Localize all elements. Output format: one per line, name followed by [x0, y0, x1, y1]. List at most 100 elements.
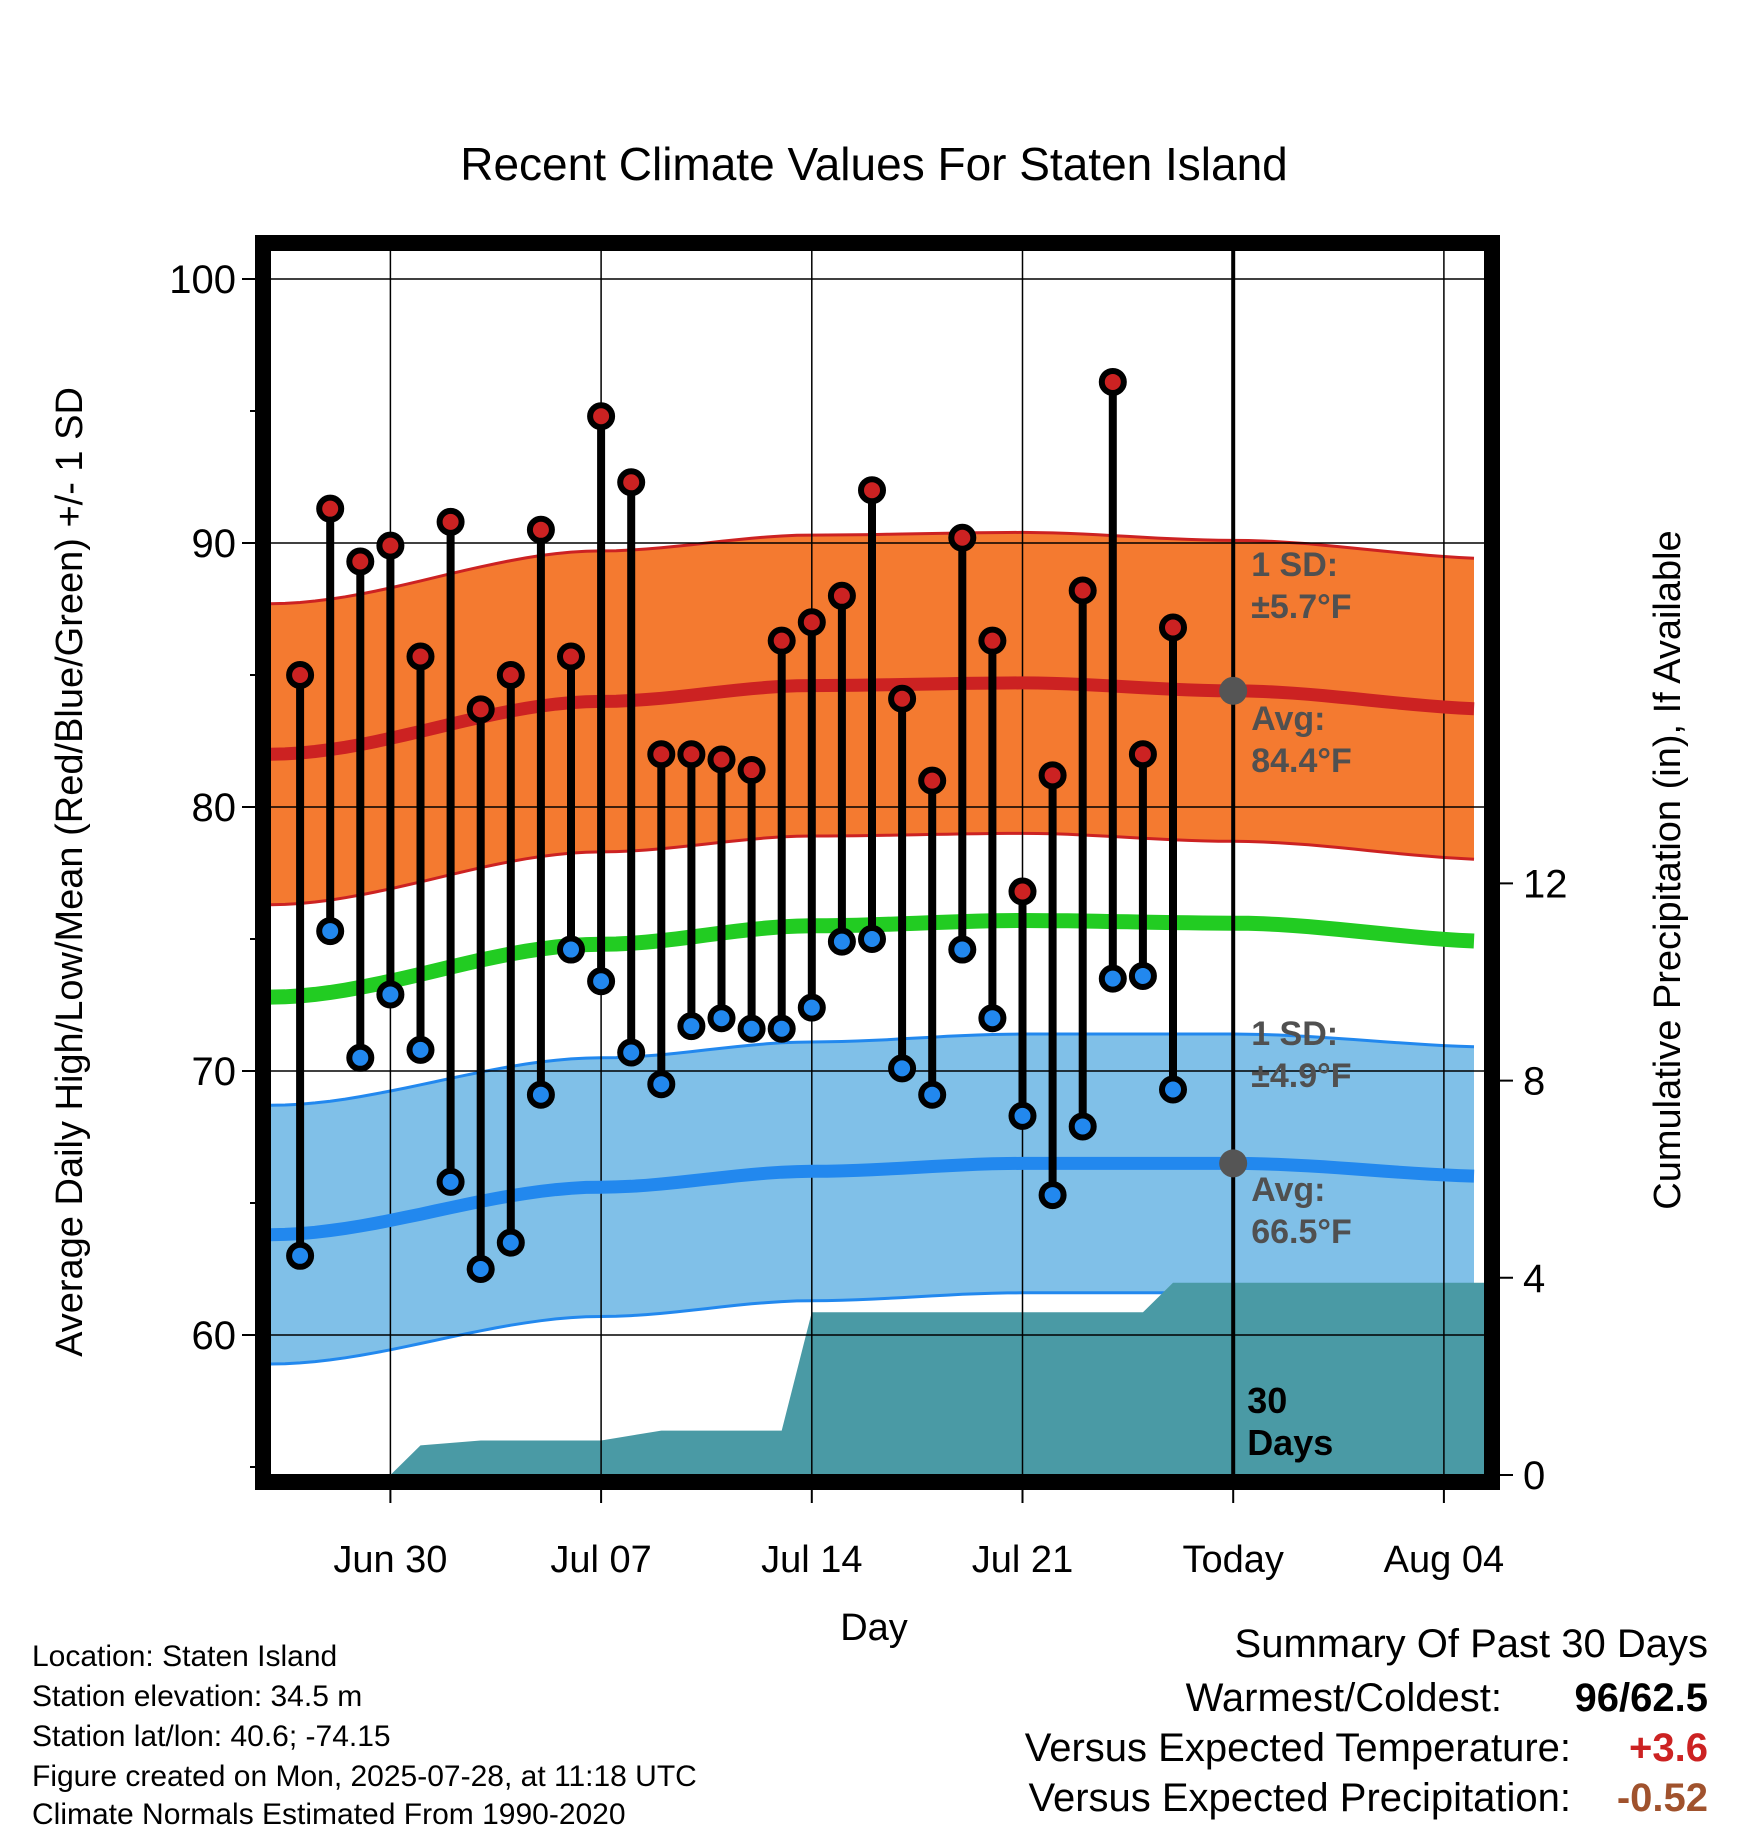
- info-elevation: Station elevation: 34.5 m: [32, 1680, 363, 1713]
- high-point: [557, 642, 585, 671]
- high-point: [406, 642, 435, 671]
- high-point: [1038, 761, 1067, 790]
- summary-temp-label: Versus Expected Temperature:: [1024, 1726, 1571, 1770]
- low-point: [316, 917, 345, 946]
- plot-border: [255, 235, 1500, 1490]
- high-point: [797, 608, 826, 637]
- x-tick-label: Today: [1182, 1539, 1283, 1581]
- low-point: [1159, 1075, 1187, 1104]
- today-low-avg-dot: [1219, 1149, 1248, 1178]
- y-axis-label: Average Daily High/Low/Mean (Red/Blue/Gr…: [49, 387, 91, 1357]
- summary-precip-value: -0.52: [1616, 1776, 1708, 1820]
- y2-tick-label: 8: [1523, 1060, 1545, 1104]
- low-point: [647, 1070, 676, 1099]
- low-point: [707, 1004, 736, 1033]
- x-tick-label: Jul 07: [550, 1539, 651, 1581]
- high-point: [677, 740, 706, 769]
- low-average-line: [269, 1156, 1475, 1242]
- summary-warmest-value: 96/62.5: [1574, 1676, 1708, 1720]
- y-tick-label: 90: [192, 522, 237, 566]
- low-avg-annotation: 66.5°F: [1251, 1213, 1352, 1251]
- precipitation-fill: [390, 1282, 1485, 1475]
- low-point: [888, 1054, 917, 1083]
- high-point: [1128, 740, 1157, 769]
- y-tick-label: 80: [192, 786, 237, 830]
- low-point: [767, 1014, 796, 1043]
- x-tick-label: Jul 14: [761, 1539, 862, 1581]
- plot-frame: [255, 235, 1500, 1490]
- low-point: [827, 927, 856, 956]
- high-point: [707, 745, 736, 774]
- y2-axis-label: Cumulative Precipitation (in), If Availa…: [1647, 530, 1689, 1209]
- high-point: [948, 523, 977, 552]
- high-point: [466, 695, 495, 724]
- today-days-label: Days: [1247, 1422, 1333, 1463]
- low-point: [1068, 1112, 1097, 1141]
- low-point: [1038, 1181, 1067, 1210]
- daily-points: [286, 367, 1187, 1283]
- high-point: [526, 515, 555, 544]
- low-point: [918, 1080, 947, 1109]
- normal-annotations: 1 SD: ±5.7°F Avg: 84.4°F 1 SD: ±4.9°F Avg: 66.5…: [1251, 546, 1352, 1251]
- high-point: [316, 494, 345, 523]
- summary-temp-value: +3.6: [1629, 1726, 1708, 1770]
- y2-tick-label: 0: [1523, 1454, 1545, 1498]
- high-point: [737, 756, 766, 785]
- low-point: [466, 1255, 495, 1283]
- high-avg-annotation: 84.4°F: [1251, 742, 1352, 780]
- high-sd-annotation: ±5.7°F: [1251, 588, 1351, 626]
- x-tick-label: Jul 21: [972, 1539, 1073, 1581]
- high-point: [496, 661, 525, 689]
- summary-warmest-label: Warmest/Coldest:: [1185, 1676, 1502, 1720]
- info-normals: Climate Normals Estimated From 1990-2020: [32, 1798, 626, 1831]
- high-sd-annotation: 1 SD:: [1251, 546, 1338, 584]
- low-point: [406, 1035, 435, 1064]
- high-point: [1159, 613, 1187, 642]
- low-point: [1008, 1101, 1037, 1130]
- y-tick-label: 100: [169, 258, 236, 302]
- high-point: [1098, 367, 1127, 396]
- low-sd-annotation: ±4.9°F: [1251, 1057, 1351, 1095]
- low-point: [858, 925, 886, 953]
- low-point: [436, 1167, 465, 1196]
- high-point: [827, 581, 856, 610]
- high-point: [888, 684, 917, 713]
- low-point: [797, 993, 826, 1022]
- low-sd-annotation: 1 SD:: [1251, 1015, 1338, 1053]
- low-point: [587, 967, 616, 996]
- y2-tick-label: 4: [1523, 1257, 1545, 1301]
- low-band-upper-edge: [269, 1032, 1475, 1107]
- y-tick-label: 70: [192, 1050, 237, 1094]
- chart-title: Recent Climate Values For Staten Island: [460, 138, 1288, 190]
- high-point: [647, 740, 676, 769]
- low-point: [737, 1014, 766, 1043]
- low-point: [496, 1228, 525, 1257]
- info-location: Location: Staten Island: [32, 1640, 338, 1673]
- high-point: [286, 661, 315, 689]
- low-point: [376, 980, 405, 1009]
- axes: 60 70 80 90 100 0 4 8 12 Jun 30 Jul 07 Jul 14 Jul 21…: [169, 258, 1567, 1581]
- high-point: [346, 547, 375, 576]
- high-point: [436, 507, 465, 536]
- summary-precip-label: Versus Expected Precipitation:: [1028, 1776, 1571, 1820]
- high-point: [1008, 877, 1037, 906]
- low-point: [948, 935, 977, 964]
- low-point: [557, 935, 585, 964]
- low-point: [526, 1080, 555, 1109]
- high-point: [376, 531, 405, 560]
- precipitation-area: [390, 1282, 1485, 1475]
- high-point: [587, 402, 616, 431]
- today-days-label: 30: [1247, 1380, 1287, 1421]
- low-point: [286, 1241, 315, 1270]
- high-point: [617, 468, 646, 497]
- high-point: [767, 626, 796, 655]
- low-point: [1098, 964, 1127, 993]
- info-latlon: Station lat/lon: 40.6; -74.15: [32, 1720, 391, 1753]
- today-high-avg-dot: [1219, 676, 1248, 705]
- x-axis-label: Day: [840, 1607, 908, 1649]
- x-tick-label: Aug 04: [1384, 1539, 1504, 1581]
- high-point: [1068, 576, 1097, 605]
- summary-title: Summary Of Past 30 Days: [1234, 1622, 1708, 1666]
